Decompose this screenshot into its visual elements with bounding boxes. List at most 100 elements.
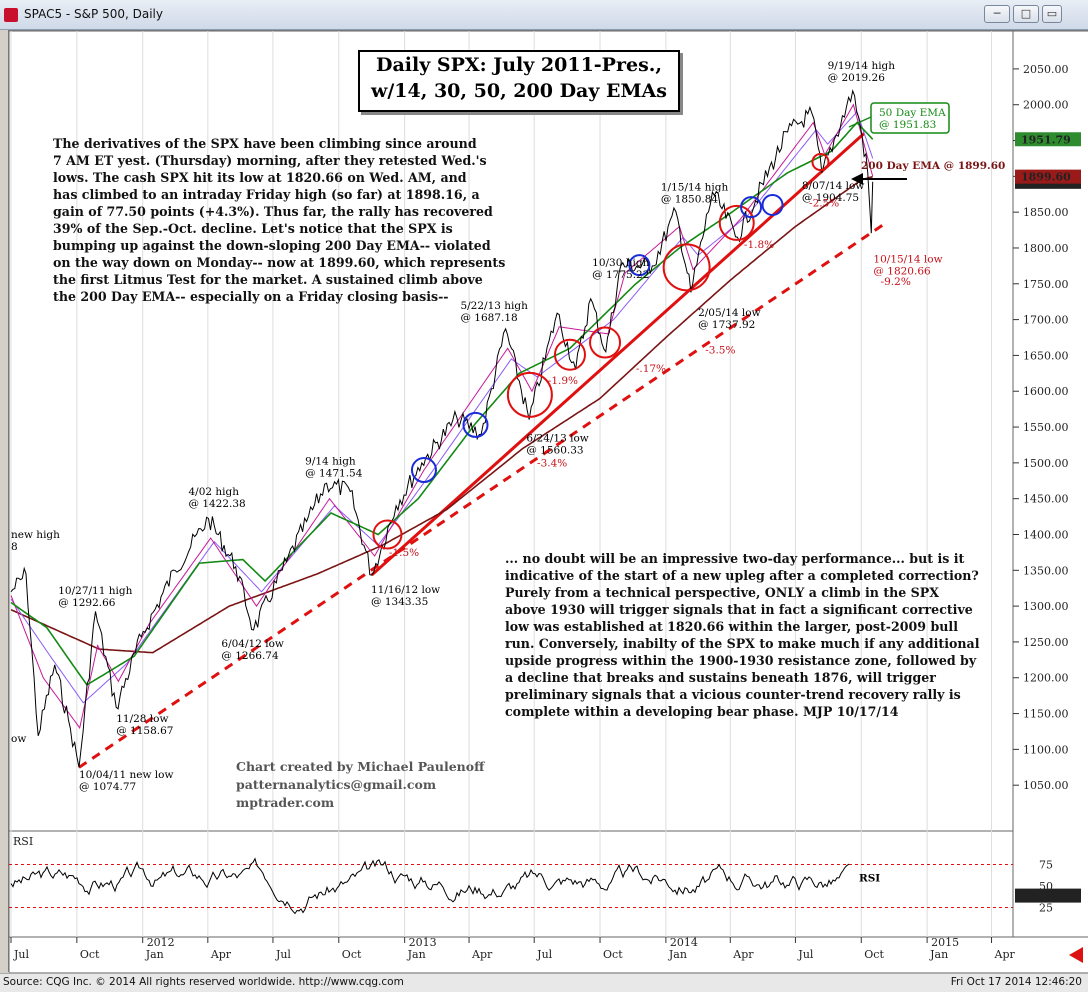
chart-area[interactable]: 1050.00 1100.00 1150.00 1200.00 1250.00 1300.… <box>8 30 1088 973</box>
rsi-tick-label: 25 <box>1039 902 1053 915</box>
date-axis-frame <box>9 936 1088 973</box>
commentary-top: The derivatives of the SPX have been cli… <box>53 136 506 304</box>
chart-annotation: @ 1775.22 <box>592 269 649 281</box>
x-month-label: Jul <box>13 948 29 961</box>
pattern-circle <box>372 519 403 550</box>
chart-annotation: @ 1904.75 <box>802 192 859 204</box>
y-tick-label: 1450.00 <box>1023 493 1069 506</box>
y-tick-label: 2000.00 <box>1023 99 1069 112</box>
x-month-label: Jan <box>407 948 426 961</box>
pattern-circle <box>811 153 830 172</box>
rsi-last-text: 38.83 <box>1025 890 1059 903</box>
rsi-panel-label: RSI <box>13 835 33 848</box>
chart-annotation: 1/15/14 high <box>661 182 729 194</box>
price-label-box <box>1015 169 1081 184</box>
pattern-circle <box>553 338 586 371</box>
x-month-label: Apr <box>471 948 493 961</box>
pattern-circle <box>761 194 784 216</box>
pattern-circle <box>410 457 437 484</box>
window-title: SPAC5 - S&P 500, Daily <box>24 7 163 21</box>
chart-annotation: -1.9% <box>548 375 578 387</box>
chart-annotation: 8/07/14 low <box>802 180 864 192</box>
rsi-last-box <box>1015 888 1081 903</box>
chart-annotation: 8 <box>11 541 18 553</box>
y-tick-label: 1750.00 <box>1023 278 1069 291</box>
chart-annotation: @ 1292.66 <box>58 597 116 609</box>
x-month-label: Jan <box>929 948 948 961</box>
restore-button[interactable]: ▭ <box>1042 5 1062 23</box>
app-logo-icon <box>4 8 18 22</box>
chart-title-line2: w/14, 30, 50, 200 Day EMAs <box>371 80 667 102</box>
series-line-14-day-ema <box>10 103 874 730</box>
chart-annotation: 6/04/12 low <box>221 638 283 650</box>
price-label-text: 1899.60 <box>1021 171 1071 184</box>
chart-annotation: @ 1850.84 <box>661 194 719 206</box>
chart-annotation: @ 1471.54 <box>305 467 363 479</box>
x-month-label: Apr <box>210 948 232 961</box>
chart-annotation: -9.2% <box>881 276 911 288</box>
series-line-30-day-ema <box>10 110 874 704</box>
trendline-dashed <box>78 223 884 769</box>
chart-annotation: @ 1266.74 <box>221 650 279 662</box>
y-tick-label: 1550.00 <box>1023 421 1069 434</box>
x-month-label: Jul <box>797 948 813 961</box>
rsi-right-label: RSI <box>859 873 880 885</box>
chart-annotation: 11/16/12 low <box>371 584 440 596</box>
chart-annotation: @ 2019.26 <box>828 72 886 84</box>
chart-title-box: Daily SPX: July 2011-Pres., w/14, 30, 50… <box>358 50 680 112</box>
chart-annotation: -.17% <box>636 363 666 375</box>
y-tick-label: 1500.00 <box>1023 457 1069 470</box>
pattern-circle <box>628 254 651 277</box>
pattern-circle <box>662 243 711 292</box>
y-tick-label: 1400.00 <box>1023 528 1069 541</box>
maximize-button[interactable]: □ <box>1013 5 1039 23</box>
chart-annotation: ow <box>11 733 26 745</box>
minimize-button[interactable]: ─ <box>984 5 1010 23</box>
pattern-circle <box>718 204 755 241</box>
series-line-200-day-ema <box>10 175 873 654</box>
y-tick-label: 1650.00 <box>1023 349 1069 362</box>
x-month-label: Jul <box>536 948 552 961</box>
chart-annotation: 4/02 high <box>188 486 239 498</box>
price-chart-svg[interactable]: 1050.00 1100.00 1150.00 1200.00 1250.00 1300.… <box>9 31 1088 973</box>
ema200-callout-text: 200 Day EMA @ 1899.60 <box>861 160 1005 172</box>
chart-annotation: new high <box>11 529 60 541</box>
pattern-circle <box>589 326 622 359</box>
ema50-callout-text: @ 1951.83 <box>879 119 936 131</box>
chart-annotation: -1.5% <box>389 547 419 559</box>
price-label-text: 1951.79 <box>1021 133 1071 146</box>
price-label-box <box>1015 132 1081 147</box>
x-month-label: Jan <box>145 948 164 961</box>
y-tick-label: 1350.00 <box>1023 564 1069 577</box>
x-year-label: 2014 <box>670 936 698 949</box>
ema50-callout-box <box>870 102 950 134</box>
rsi-line <box>10 857 850 915</box>
chart-annotation: @ 1343.35 <box>371 596 428 608</box>
chart-annotation: 10/04/11 new low <box>79 769 173 781</box>
status-source: Source: CQG Inc. © 2014 All rights reser… <box>3 976 404 988</box>
y-tick-label: 1250.00 <box>1023 636 1069 649</box>
x-month-label: Oct <box>603 948 623 961</box>
status-bar: Source: CQG Inc. © 2014 All rights reser… <box>0 973 1088 992</box>
x-year-label: 2012 <box>147 936 175 949</box>
x-month-label: Oct <box>864 948 884 961</box>
y-tick-label: 1200.00 <box>1023 672 1069 685</box>
series-line-spx <box>10 89 874 768</box>
scroll-right-arrow-icon <box>1069 947 1083 963</box>
price-axis-frame <box>1012 31 1088 938</box>
chart-annotation: -2.5% <box>809 197 839 209</box>
chart-annotation: @ 1158.67 <box>116 725 173 737</box>
y-tick-label: 1100.00 <box>1023 743 1069 756</box>
pattern-circle <box>462 411 489 438</box>
chart-annotation: @ 1820.66 <box>873 265 931 277</box>
chart-annotation: 11/28 low <box>116 713 168 725</box>
pattern-circle <box>740 196 763 219</box>
main-plot-frame <box>9 31 1014 832</box>
ema50-callout-text: 50 Day EMA <box>879 107 946 119</box>
x-year-label: 2013 <box>409 936 437 949</box>
x-month-label: Oct <box>80 948 100 961</box>
x-month-label: Jan <box>668 948 687 961</box>
x-month-label: Apr <box>732 948 754 961</box>
chart-annotation: 5/22/13 high <box>460 300 528 312</box>
chart-annotation: 9/14 high <box>305 455 356 467</box>
